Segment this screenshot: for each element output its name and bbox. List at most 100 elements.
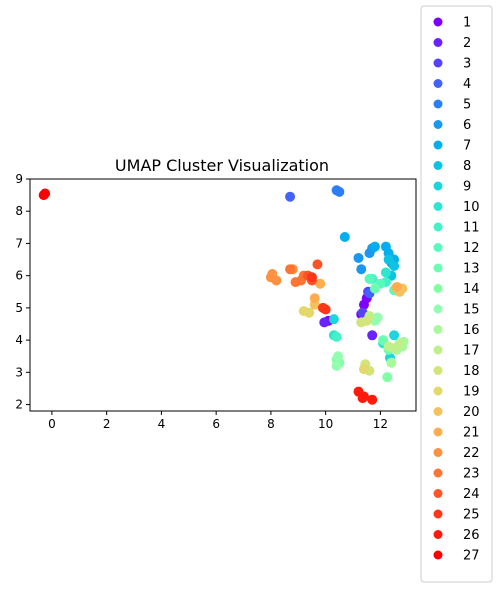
data-point-series-7 (339, 232, 350, 242)
legend-label: 24 (463, 487, 480, 502)
legend: 1234567891011121314151617181920212223242… (420, 5, 493, 583)
x-tick-label: 10 (318, 417, 333, 431)
y-tick-label: 4 (15, 333, 23, 347)
data-point-series-21 (315, 278, 326, 289)
legend-label: 23 (463, 467, 480, 482)
y-tick-label: 3 (15, 365, 23, 379)
points-layer (38, 185, 409, 405)
legend-marker (433, 509, 443, 519)
data-point-series-21 (391, 281, 402, 292)
legend-marker (433, 181, 443, 191)
data-point-series-1 (358, 299, 369, 310)
legend-label: 10 (463, 200, 480, 215)
data-point-series-15 (372, 312, 383, 323)
legend-marker (433, 202, 443, 211)
legend-marker (433, 468, 443, 478)
data-point-series-10 (380, 267, 391, 278)
legend-marker (433, 407, 443, 416)
data-point-series-18 (361, 315, 372, 326)
data-point-series-25 (306, 272, 317, 283)
legend-label: 25 (463, 508, 480, 523)
x-tick-label: 12 (373, 417, 388, 431)
data-point-series-27 (40, 188, 51, 199)
legend-label: 9 (463, 180, 471, 195)
legend-marker (433, 386, 443, 396)
legend-marker (433, 325, 443, 334)
data-point-series-9 (389, 330, 400, 341)
legend-label: 3 (463, 57, 471, 72)
legend-marker (433, 304, 443, 314)
y-tick-label: 2 (15, 398, 23, 412)
legend-label: 20 (463, 405, 480, 420)
legend-label: 2 (463, 36, 471, 51)
x-tick-label: 4 (158, 417, 166, 431)
data-point-series-26 (358, 391, 369, 402)
legend-marker (433, 79, 443, 88)
data-point-series-25 (317, 302, 328, 313)
legend-label: 15 (463, 303, 480, 318)
legend-label: 7 (463, 139, 471, 154)
x-tick-label: 6 (212, 417, 220, 431)
data-point-series-21 (309, 293, 320, 304)
legend-marker (433, 263, 443, 273)
legend-marker (433, 58, 443, 68)
y-tick-label: 5 (15, 301, 23, 315)
legend-marker (433, 222, 443, 232)
legend-label: 1 (463, 16, 471, 31)
legend-label: 14 (463, 282, 480, 297)
legend-marker (433, 140, 443, 150)
legend-marker (433, 366, 443, 375)
legend-label: 13 (463, 262, 480, 277)
legend-marker (433, 489, 443, 498)
chart-title: UMAP Cluster Visualization (115, 156, 329, 175)
data-point-series-16 (386, 357, 397, 368)
legend-marker (433, 427, 443, 437)
data-point-series-24 (312, 259, 323, 270)
legend-label: 11 (463, 221, 480, 236)
legend-marker (433, 448, 443, 457)
legend-label: 22 (463, 446, 480, 461)
data-point-series-19 (304, 307, 315, 318)
data-point-series-19 (358, 364, 369, 375)
y-tick-label: 7 (15, 236, 23, 250)
data-point-series-22 (271, 275, 282, 286)
data-point-series-9 (328, 314, 339, 325)
legend-label: 5 (463, 98, 471, 113)
legend-marker (433, 38, 443, 47)
data-point-series-2 (367, 330, 378, 341)
legend-marker (433, 530, 443, 539)
x-tick-label: 8 (267, 417, 275, 431)
legend-marker (433, 284, 443, 293)
legend-marker (433, 120, 443, 129)
legend-label: 12 (463, 241, 480, 256)
legend-label: 27 (463, 549, 480, 564)
data-point-series-26 (367, 394, 378, 405)
legend-label: 26 (463, 528, 480, 543)
legend-marker (433, 550, 443, 560)
data-point-series-13 (369, 283, 380, 294)
data-point-series-15 (331, 360, 342, 371)
legend-label: 18 (463, 364, 480, 379)
axis-ticks: 0 2 4 6 8 10 12 2 3 4 5 6 7 8 9 (15, 172, 388, 431)
legend-marker (433, 17, 443, 27)
legend-marker (433, 161, 443, 170)
legend-marker (433, 99, 443, 109)
data-point-series-12 (364, 273, 375, 284)
y-tick-label: 6 (15, 269, 23, 283)
x-tick-label: 2 (103, 417, 111, 431)
y-tick-label: 8 (15, 204, 23, 218)
data-point-series-4 (285, 191, 296, 202)
data-point-series-8 (383, 254, 394, 265)
x-tick-label: 0 (48, 417, 56, 431)
legend-label: 19 (463, 385, 480, 400)
data-point-series-23 (285, 264, 296, 275)
y-tick-label: 9 (15, 172, 23, 186)
legend-box (420, 5, 493, 583)
legend-label: 6 (463, 118, 471, 133)
data-point-series-11 (331, 331, 342, 342)
legend-label: 4 (463, 77, 471, 92)
data-point-series-7 (369, 241, 380, 252)
